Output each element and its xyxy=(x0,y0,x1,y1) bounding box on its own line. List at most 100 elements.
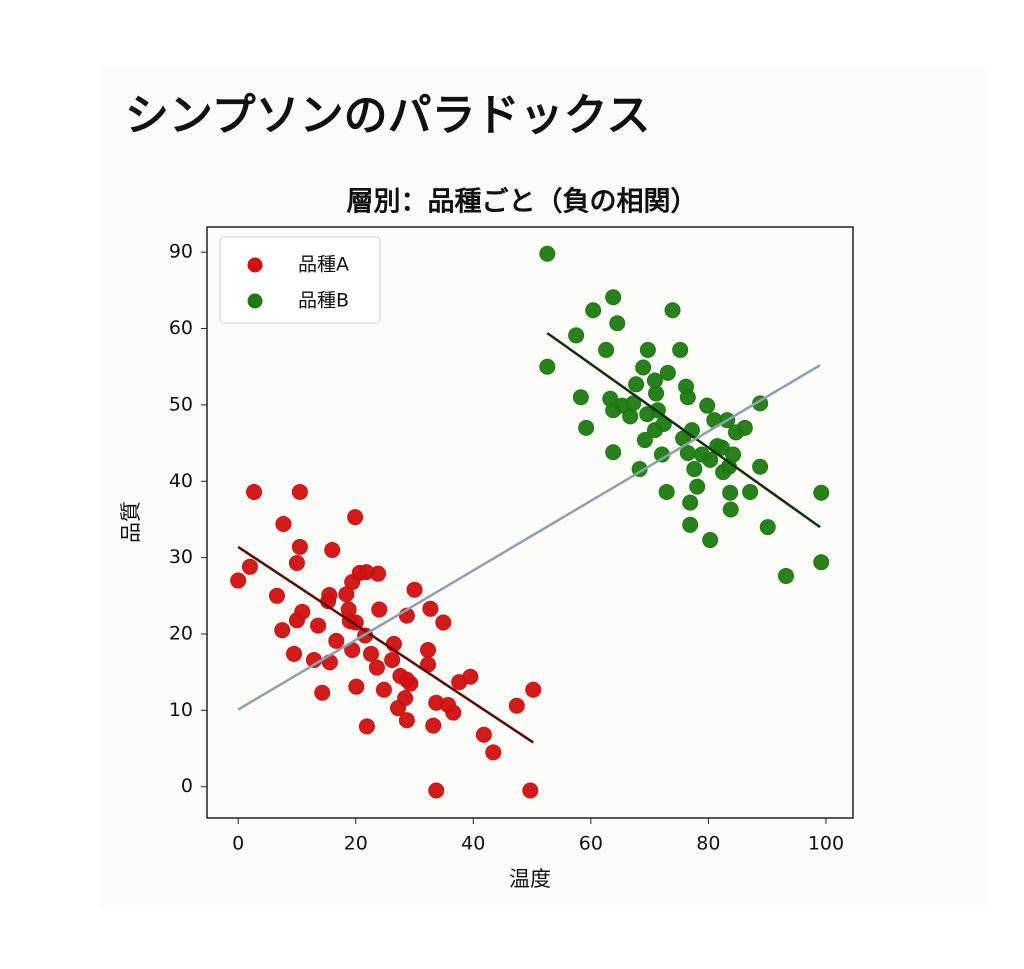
scatter-point xyxy=(370,565,387,582)
scatter-point xyxy=(462,668,479,685)
scatter-point xyxy=(572,389,589,406)
scatter-point xyxy=(525,681,542,698)
scatter-point xyxy=(639,341,656,358)
scatter-point xyxy=(230,572,247,589)
scatter-point xyxy=(539,245,556,262)
y-tick-label: 0 xyxy=(181,775,193,797)
scatter-point xyxy=(598,341,615,358)
scatter-point xyxy=(742,483,759,500)
scatter-point xyxy=(625,395,642,412)
scatter-point xyxy=(605,444,622,461)
scatter-point xyxy=(777,567,794,584)
y-tick-label: 20 xyxy=(169,622,193,644)
scatter-point xyxy=(658,483,675,500)
scatter-point xyxy=(722,484,739,501)
scatter-point xyxy=(699,397,716,414)
scatter-point xyxy=(539,358,556,375)
scatter-point xyxy=(445,704,462,721)
scatter-point xyxy=(813,484,830,501)
scatter-point xyxy=(522,782,539,799)
scatter-point xyxy=(636,432,653,449)
scatter-point xyxy=(508,697,525,714)
x-axis-label: 温度 xyxy=(509,867,551,891)
scatter-point xyxy=(813,554,830,571)
x-tick-label: 0 xyxy=(232,833,244,855)
scatter-point xyxy=(398,712,415,729)
legend-marker xyxy=(247,257,263,273)
scatter-point xyxy=(605,289,622,306)
scatter-point xyxy=(682,494,699,511)
scatter-point xyxy=(702,451,719,468)
scatter-point xyxy=(609,315,626,332)
scatter-point xyxy=(664,302,681,319)
y-axis-label: 品質 xyxy=(119,501,143,543)
scatter-point xyxy=(568,327,585,344)
scatter-point xyxy=(310,617,327,634)
x-tick-label: 80 xyxy=(696,833,720,855)
scatter-point xyxy=(291,483,308,500)
scatter-point xyxy=(291,538,308,555)
scatter-point xyxy=(725,446,742,463)
scatter-point xyxy=(622,408,639,425)
scatter-point xyxy=(348,678,365,695)
scatter-point xyxy=(268,587,285,604)
y-tick-label: 50 xyxy=(169,393,193,415)
scatter-point xyxy=(759,519,776,536)
scatter-point xyxy=(736,419,753,436)
scatter-point xyxy=(406,581,423,598)
legend: 品種A 品種B xyxy=(219,236,381,324)
trend-line xyxy=(546,332,821,529)
legend-marker xyxy=(247,293,263,309)
scatter-point xyxy=(397,690,414,707)
scatter-point xyxy=(628,376,645,393)
scatter-point xyxy=(435,614,452,631)
scatter-point xyxy=(362,645,379,662)
scatter-point xyxy=(375,681,392,698)
scatter-point xyxy=(285,645,302,662)
scatter-point xyxy=(288,554,305,571)
scatter-point xyxy=(422,600,439,617)
trend-line xyxy=(237,364,821,711)
scatter-point xyxy=(402,675,419,692)
scatter-point xyxy=(428,782,445,799)
scatter-point xyxy=(752,458,769,475)
page-heading: シンプソンのパラドックス xyxy=(125,90,650,141)
trend-line xyxy=(237,545,534,744)
scatter-point xyxy=(682,516,699,533)
scatter-point xyxy=(425,717,442,734)
x-tick-label: 40 xyxy=(461,833,485,855)
legend-label: 品種B xyxy=(298,290,349,312)
plot-area xyxy=(230,245,830,799)
scatter-point xyxy=(358,718,375,735)
scatter-point xyxy=(288,612,305,629)
scatter-point xyxy=(679,389,696,406)
x-tick-label: 20 xyxy=(344,833,368,855)
scatter-point xyxy=(635,359,652,376)
scatter-point xyxy=(384,651,401,668)
scatter-point xyxy=(371,601,388,618)
y-tick-label: 40 xyxy=(169,470,193,492)
scatter-point xyxy=(672,341,689,358)
scatter-point xyxy=(328,632,345,649)
scatter-point xyxy=(585,302,602,319)
chart-title: 層別：品種ごと（負の相関） xyxy=(347,186,698,218)
axes-frame xyxy=(206,226,854,819)
scatter-point xyxy=(689,478,706,495)
scatter-point xyxy=(485,744,502,761)
scatter-point xyxy=(368,659,385,676)
scatter-point xyxy=(686,461,703,478)
scatter-point xyxy=(347,509,364,526)
scatter-point xyxy=(722,501,739,518)
y-tick-label: 10 xyxy=(169,699,193,721)
scatter-point xyxy=(420,642,437,659)
scatter-point xyxy=(702,532,719,549)
scatter-point xyxy=(275,516,292,533)
scatter-point xyxy=(659,364,676,381)
x-tick-label: 60 xyxy=(579,833,603,855)
y-tick-label: 90 xyxy=(169,241,193,263)
scatter-point xyxy=(648,385,665,402)
scatter-point xyxy=(324,541,341,558)
x-tick-label: 100 xyxy=(808,833,844,855)
